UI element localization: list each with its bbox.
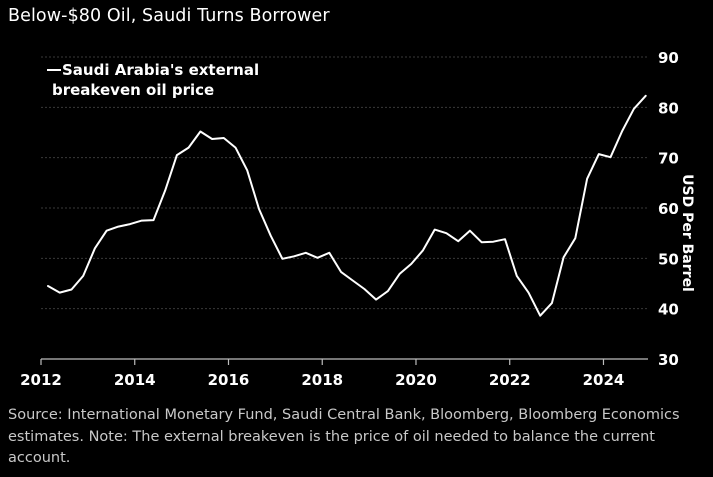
y-tick-label: 80 xyxy=(658,99,679,117)
legend: Saudi Arabia's external breakeven oil pri… xyxy=(47,61,259,99)
legend-label: breakeven oil price xyxy=(52,81,214,99)
y-tick-label: 90 xyxy=(658,49,679,67)
y-axis-label: USD Per Barrel xyxy=(679,174,695,292)
line-chart: 2012 2014 2016 2018 2020 2022 2024 30 40 50 60 70 8… xyxy=(20,49,695,389)
x-tick-label: 2012 xyxy=(20,371,62,389)
x-tick-label: 2018 xyxy=(301,371,343,389)
y-tick-label: 70 xyxy=(658,150,679,168)
x-tick-label: 2014 xyxy=(114,371,156,389)
y-tick-label: 60 xyxy=(658,200,679,218)
x-tick-label: 2024 xyxy=(583,371,625,389)
x-tick-label: 2016 xyxy=(208,371,250,389)
y-axis-ticks: 30 40 50 60 70 80 90 xyxy=(658,49,679,369)
chart-title: Below-$80 Oil, Saudi Turns Borrower xyxy=(8,6,330,26)
y-tick-label: 40 xyxy=(658,301,679,319)
y-tick-label: 30 xyxy=(658,351,679,369)
series-line-0 xyxy=(47,94,647,317)
series xyxy=(47,94,647,317)
y-tick-label: 50 xyxy=(658,250,679,268)
source-note: Source: International Monetary Fund, Sau… xyxy=(8,407,680,466)
x-tick-label: 2020 xyxy=(395,371,437,389)
legend-label: Saudi Arabia's external xyxy=(62,61,259,79)
x-axis: 2012 2014 2016 2018 2020 2022 2024 xyxy=(20,358,648,389)
x-tick-label: 2022 xyxy=(489,371,531,389)
